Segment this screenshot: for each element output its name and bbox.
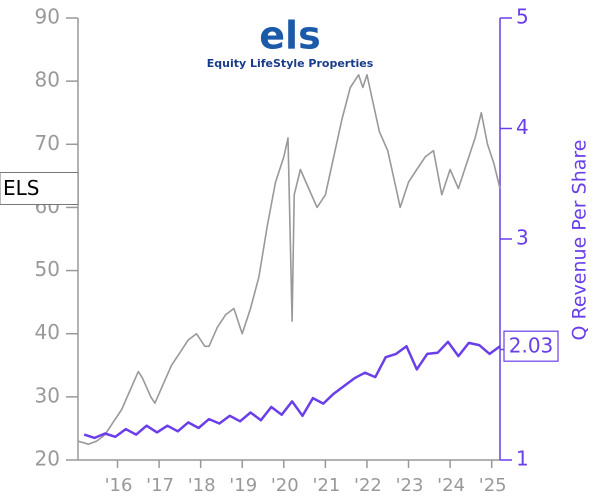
logo-subtitle: Equity LifeStyle Properties <box>207 57 374 70</box>
y2-tick-label: 4 <box>516 115 529 139</box>
series-line <box>83 340 501 440</box>
value-label: 2.03 <box>509 334 554 358</box>
y2-axis-label: Q Revenue Per Share <box>569 140 591 341</box>
y-tick-label: 70 <box>35 131 60 155</box>
y2-tick-label: 5 <box>516 5 529 29</box>
value-label-box <box>503 330 559 362</box>
x-tick-label: '16 <box>105 475 133 496</box>
y-tick-label: 90 <box>35 5 60 29</box>
y-tick-label: 40 <box>35 320 60 344</box>
y2-tick-label: 3 <box>516 226 529 250</box>
x-tick-label: '21 <box>312 475 340 496</box>
x-tick-label: '24 <box>437 475 465 496</box>
y-tick-label: 80 <box>35 68 60 92</box>
y2-tick-label: 1 <box>516 447 529 471</box>
x-tick-label: '17 <box>146 475 174 496</box>
y-tick-label: 20 <box>35 447 60 471</box>
series-line <box>77 74 501 445</box>
x-tick-label: '22 <box>354 475 382 496</box>
series-name-box <box>0 171 79 205</box>
y-tick-label: 50 <box>35 257 60 281</box>
x-tick-label: '18 <box>188 475 216 496</box>
x-tick-label: '23 <box>396 475 424 496</box>
x-tick-label: '25 <box>479 475 507 496</box>
legend-label: ELS <box>3 176 39 200</box>
x-tick-label: '20 <box>271 475 299 496</box>
y-tick-label: 30 <box>35 383 60 407</box>
logo-text: els <box>259 14 320 58</box>
x-tick-label: '19 <box>229 475 257 496</box>
